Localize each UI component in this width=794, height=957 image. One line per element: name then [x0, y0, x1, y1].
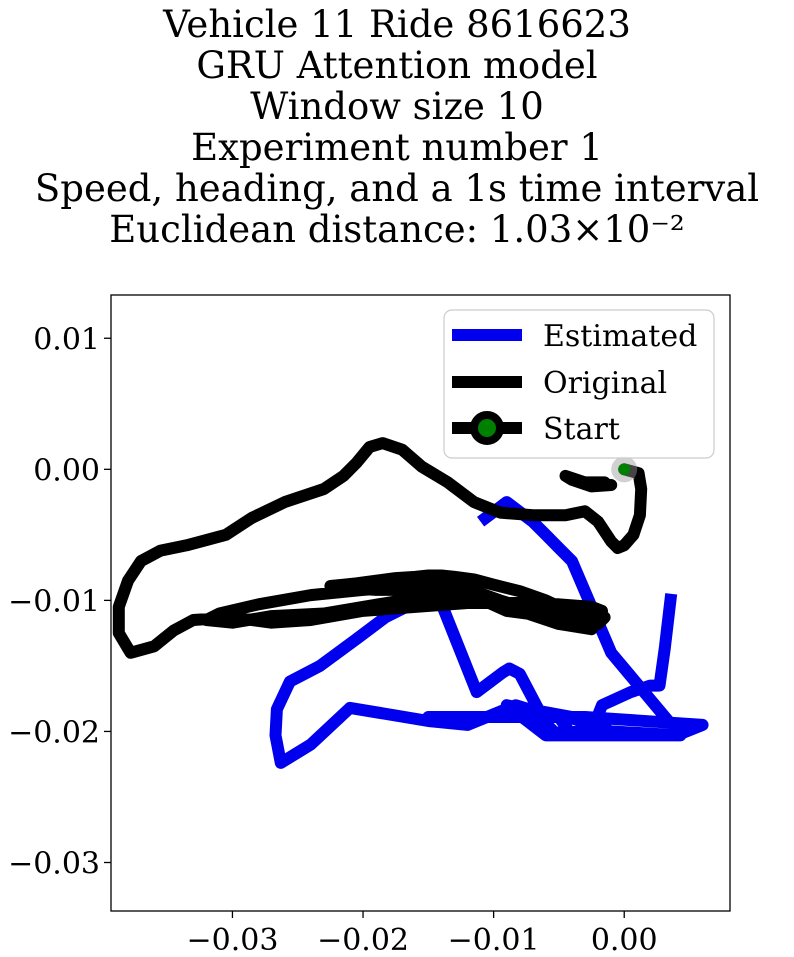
- legend-estimated-label: Estimated: [543, 319, 697, 354]
- axes-layer: −0.03 −0.02 −0.01 0.00 0.01 0.00 −0.01 −0.02 −0.…: [8, 322, 658, 957]
- y-tick-label: 0.01: [33, 322, 100, 357]
- title-line-6: Euclidean distance: 1.03×10⁻²: [109, 208, 685, 251]
- series-estimated-line: [269, 496, 709, 769]
- x-tick-label: −0.03: [186, 923, 278, 957]
- title-line-5: Speed, heading, and a 1s time interval: [34, 167, 760, 210]
- series-original-tail: [559, 469, 618, 493]
- chart-title: Vehicle 11 Ride 8616623 GRU Attention mo…: [0, 4, 794, 250]
- title-line-3: Window size 10: [250, 85, 544, 128]
- x-tick-label: 0.00: [591, 923, 658, 957]
- series-original-line: [112, 437, 648, 659]
- title-line-2: GRU Attention model: [196, 44, 598, 87]
- legend-start-marker: [470, 411, 504, 445]
- x-tick-label: −0.01: [448, 923, 540, 957]
- plot-frame: [110, 294, 731, 912]
- legend-original-label: Original: [543, 366, 667, 401]
- y-tick-label: −0.03: [8, 847, 100, 882]
- legend-start-label: Start: [543, 412, 620, 447]
- y-tick-label: −0.02: [8, 715, 100, 750]
- title-line-4: Experiment number 1: [191, 126, 603, 169]
- y-tick-label: 0.00: [33, 453, 100, 488]
- x-tick-label: −0.02: [317, 923, 409, 957]
- legend: Estimated Original Start: [443, 309, 715, 459]
- start-marker: [618, 463, 631, 476]
- series-layer: [112, 437, 709, 769]
- legend-box: [443, 309, 715, 459]
- y-tick-label: −0.01: [8, 584, 100, 619]
- title-line-1: Vehicle 11 Ride 8616623: [163, 3, 631, 46]
